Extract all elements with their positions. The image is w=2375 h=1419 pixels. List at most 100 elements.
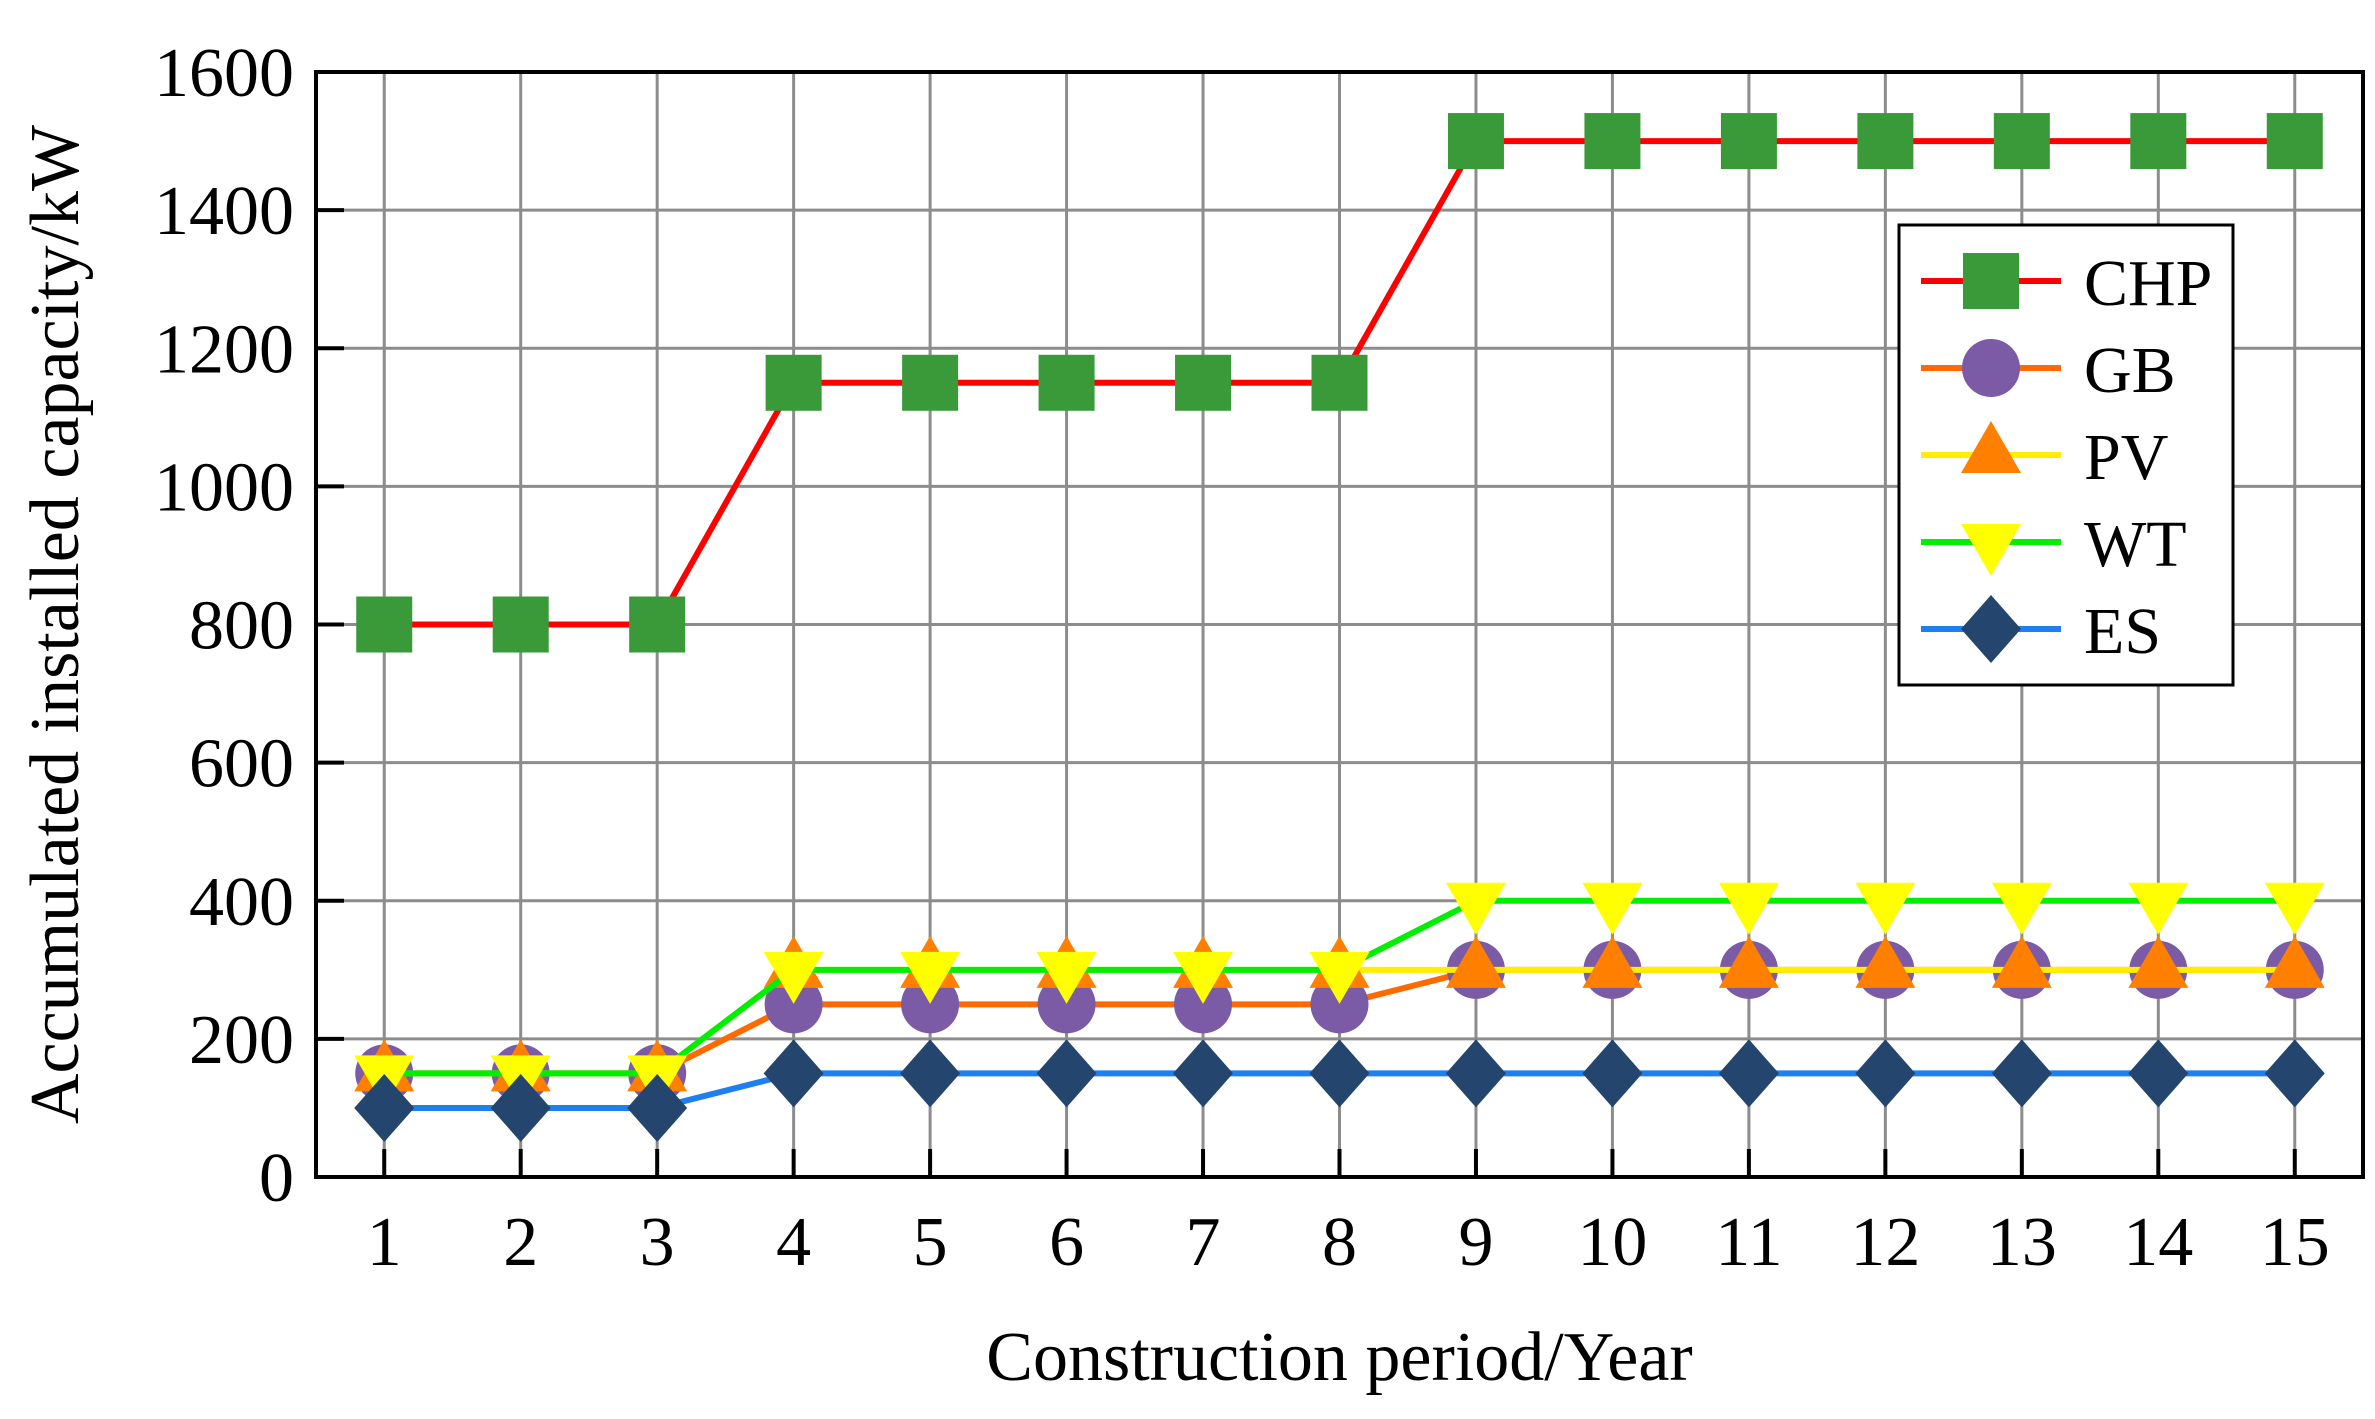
y-tick-label: 600	[189, 726, 294, 803]
legend-marker-chp	[1963, 253, 2019, 309]
data-point-chp	[629, 596, 686, 653]
data-point-es	[1718, 1039, 1779, 1108]
y-tick-label: 1600	[154, 35, 294, 112]
data-point-es	[1582, 1039, 1643, 1108]
data-point-wt	[763, 951, 824, 1004]
legend-label-es: ES	[2084, 595, 2161, 668]
data-point-es	[1445, 1039, 1506, 1108]
ticks: 1 2 3 4 5 6 7 8 9 10 11 12 13 14 150200400600800100012…	[154, 35, 2330, 1281]
x-tick-label: 5	[913, 1204, 948, 1281]
legend-item-gb: GB	[1921, 334, 2176, 407]
data-point-es	[627, 1073, 688, 1142]
data-point-chp	[1447, 113, 1504, 170]
data-point-es	[900, 1039, 961, 1108]
x-tick-label: 11	[1715, 1204, 1782, 1281]
y-tick-label: 1200	[154, 311, 294, 388]
data-point-pv	[1582, 935, 1643, 988]
data-point-chp	[1175, 354, 1232, 411]
x-tick-label: 1	[367, 1204, 402, 1281]
x-tick-label: 4	[776, 1204, 811, 1281]
data-point-wt	[1309, 951, 1370, 1004]
data-point-pv	[2128, 935, 2189, 988]
data-point-es	[1036, 1039, 1097, 1108]
series-wt	[354, 882, 2325, 1108]
series-es	[354, 1039, 2325, 1142]
data-point-wt	[1991, 882, 2052, 935]
series-layer	[354, 113, 2325, 1142]
data-point-wt	[1036, 951, 1097, 1004]
x-tick-label: 7	[1186, 1204, 1221, 1281]
x-tick-label: 10	[1577, 1204, 1647, 1281]
data-point-chp	[492, 596, 549, 653]
data-point-pv	[1445, 935, 1506, 988]
data-point-chp	[902, 354, 959, 411]
data-point-wt	[900, 951, 961, 1004]
data-point-chp	[1993, 113, 2050, 170]
data-point-es	[2264, 1039, 2325, 1108]
data-point-chp	[2266, 113, 2323, 170]
data-point-chp	[1584, 113, 1641, 170]
data-point-wt	[1582, 882, 1643, 935]
data-point-es	[763, 1039, 824, 1108]
y-tick-label: 1000	[154, 449, 294, 526]
data-point-chp	[2130, 113, 2187, 170]
data-point-gb	[1310, 975, 1369, 1034]
y-tick-label: 1400	[154, 173, 294, 250]
data-point-pv	[1991, 935, 2052, 988]
x-tick-label: 8	[1322, 1204, 1357, 1281]
legend-marker-es	[1961, 595, 2021, 663]
x-tick-label: 2	[503, 1204, 538, 1281]
x-tick-label: 14	[2123, 1204, 2193, 1281]
data-point-gb	[901, 975, 960, 1034]
data-point-es	[354, 1073, 415, 1142]
legend-label-gb: GB	[2084, 334, 2176, 407]
x-axis-label: Construction period/Year	[986, 1319, 1692, 1396]
legend-label-wt: WT	[2084, 508, 2187, 581]
legend-label-pv: PV	[2084, 421, 2168, 494]
data-point-es	[490, 1073, 551, 1142]
legend-item-wt: WT	[1921, 508, 2187, 581]
y-tick-label: 400	[189, 864, 294, 941]
x-tick-label: 12	[1850, 1204, 1920, 1281]
data-point-wt	[1445, 882, 1506, 935]
data-point-chp	[1311, 354, 1368, 411]
legend-item-es: ES	[1921, 595, 2161, 668]
data-point-es	[1309, 1039, 1370, 1108]
legend: CHP GB PV WT ES	[1897, 223, 2235, 687]
data-point-chp	[765, 354, 822, 411]
data-point-wt	[1718, 882, 1779, 935]
data-point-es	[1173, 1039, 1234, 1108]
data-point-chp	[1720, 113, 1777, 170]
legend-label-chp: CHP	[2084, 247, 2212, 320]
y-tick-label: 800	[189, 588, 294, 665]
y-tick-label: 200	[189, 1002, 294, 1079]
data-point-wt	[1173, 951, 1234, 1004]
data-point-gb	[1037, 975, 1096, 1034]
y-axis-label: Accumulated installed capacity/kW	[17, 125, 94, 1124]
data-point-gb	[1174, 975, 1233, 1034]
data-point-chp	[1038, 354, 1095, 411]
legend-marker-gb	[1962, 339, 2020, 397]
legend-marker-wt	[1961, 524, 2021, 576]
data-point-wt	[1855, 882, 1916, 935]
data-point-chp	[1857, 113, 1914, 170]
data-point-gb	[764, 975, 823, 1034]
data-point-es	[1855, 1039, 1916, 1108]
legend-item-chp: CHP	[1921, 247, 2212, 320]
data-point-wt	[2128, 882, 2189, 935]
x-tick-label: 3	[640, 1204, 675, 1281]
legend-marker-pv	[1961, 421, 2021, 473]
data-point-es	[1991, 1039, 2052, 1108]
data-point-wt	[2264, 882, 2325, 935]
x-tick-label: 9	[1458, 1204, 1493, 1281]
y-tick-label: 0	[259, 1140, 294, 1217]
data-point-chp	[356, 596, 413, 653]
data-point-pv	[2264, 935, 2325, 988]
legend-item-pv: PV	[1921, 421, 2168, 494]
data-point-es	[2128, 1039, 2189, 1108]
x-tick-label: 6	[1049, 1204, 1084, 1281]
data-point-pv	[1855, 935, 1916, 988]
data-point-pv	[1718, 935, 1779, 988]
x-tick-label: 15	[2260, 1204, 2330, 1281]
